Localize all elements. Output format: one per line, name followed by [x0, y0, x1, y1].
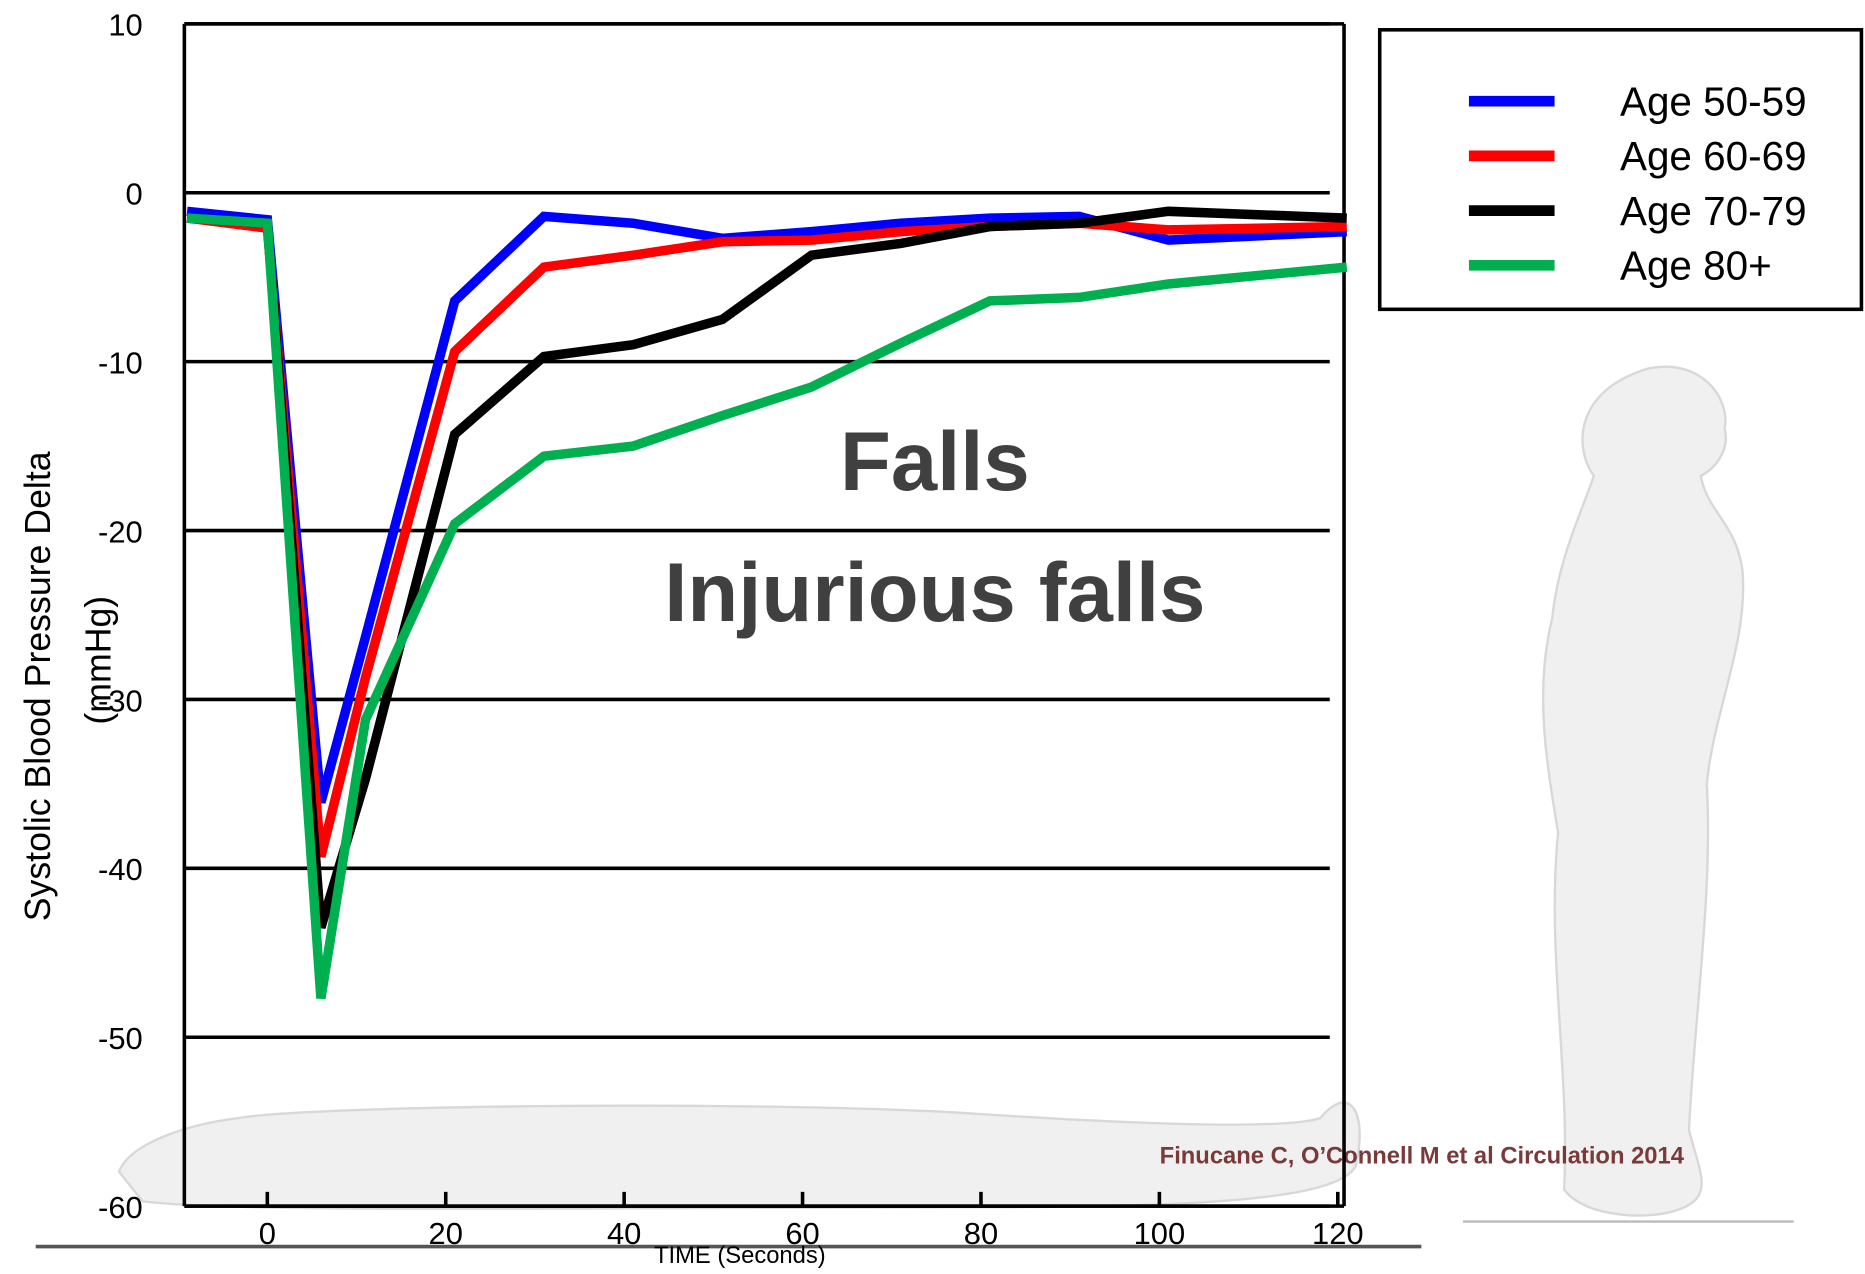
annotation: Falls: [840, 415, 1030, 508]
legend-label: Age 70-79: [1620, 188, 1807, 234]
y-tick-label: -60: [98, 1190, 143, 1225]
y-tick-label: -30: [98, 683, 143, 718]
y-axis-title: (mmHg): [79, 596, 119, 725]
series-line: [186, 213, 1348, 1000]
y-tick-label: -50: [98, 1021, 143, 1056]
annotation: Injurious falls: [664, 546, 1205, 639]
series-line: [186, 206, 1347, 929]
x-tick-label: 120: [1312, 1216, 1364, 1251]
series-line: [186, 206, 1347, 804]
legend-label: Age 60-69: [1620, 133, 1807, 179]
y-tick-label: 0: [126, 177, 143, 212]
legend-label: Age 50-59: [1620, 78, 1807, 124]
legend-box: [1377, 28, 1864, 312]
x-tick-label: 60: [785, 1216, 819, 1251]
legend-label: Age 80+: [1620, 243, 1772, 289]
figure-silhouettes: [35, 365, 1794, 1249]
x-tick-label: 20: [429, 1216, 463, 1251]
x-tick-label: 100: [1134, 1216, 1186, 1251]
lying-figure: [117, 1101, 1361, 1210]
x-tick-label: 80: [964, 1216, 998, 1251]
y-tick-label: 10: [108, 8, 142, 43]
citation: Finucane C, O’Connell M et al Circulatio…: [1160, 1142, 1685, 1169]
y-tick-label: -20: [98, 514, 143, 549]
standing-figure: [1541, 365, 1745, 1217]
x-tick-label: 40: [607, 1216, 641, 1251]
y-tick-label: -10: [98, 346, 143, 381]
x-axis-title: TIME (Seconds): [654, 1242, 826, 1269]
y-tick-label: -40: [98, 852, 143, 887]
y-axis-title: Systolic Blood Pressure Delta: [18, 451, 58, 921]
x-tick-label: 0: [259, 1216, 276, 1251]
